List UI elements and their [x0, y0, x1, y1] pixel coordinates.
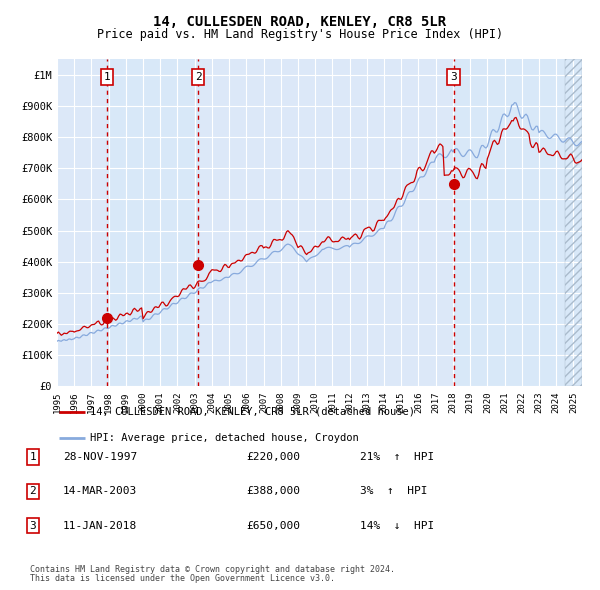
Text: £220,000: £220,000 [246, 453, 300, 462]
Text: 21%  ↑  HPI: 21% ↑ HPI [360, 453, 434, 462]
Text: £650,000: £650,000 [246, 521, 300, 530]
Text: 3%  ↑  HPI: 3% ↑ HPI [360, 487, 427, 496]
Text: 2: 2 [29, 487, 37, 496]
Text: 14%  ↓  HPI: 14% ↓ HPI [360, 521, 434, 530]
Text: 3: 3 [29, 521, 37, 530]
Text: HPI: Average price, detached house, Croydon: HPI: Average price, detached house, Croy… [90, 432, 359, 442]
Text: £388,000: £388,000 [246, 487, 300, 496]
Bar [454, 59, 582, 386]
Bar [107, 59, 198, 386]
Text: 2: 2 [195, 72, 202, 82]
Text: 28-NOV-1997: 28-NOV-1997 [63, 453, 137, 462]
Text: 1: 1 [104, 72, 110, 82]
Text: 14, CULLESDEN ROAD, KENLEY, CR8 5LR (detached house): 14, CULLESDEN ROAD, KENLEY, CR8 5LR (det… [90, 407, 415, 417]
Text: Contains HM Land Registry data © Crown copyright and database right 2024.: Contains HM Land Registry data © Crown c… [30, 565, 395, 574]
Text: This data is licensed under the Open Government Licence v3.0.: This data is licensed under the Open Gov… [30, 573, 335, 582]
Text: 1: 1 [29, 453, 37, 462]
Text: 3: 3 [450, 72, 457, 82]
Text: 14-MAR-2003: 14-MAR-2003 [63, 487, 137, 496]
Text: 14, CULLESDEN ROAD, KENLEY, CR8 5LR: 14, CULLESDEN ROAD, KENLEY, CR8 5LR [154, 15, 446, 30]
Text: Price paid vs. HM Land Registry's House Price Index (HPI): Price paid vs. HM Land Registry's House … [97, 28, 503, 41]
Bar [565, 59, 582, 386]
Text: 11-JAN-2018: 11-JAN-2018 [63, 521, 137, 530]
